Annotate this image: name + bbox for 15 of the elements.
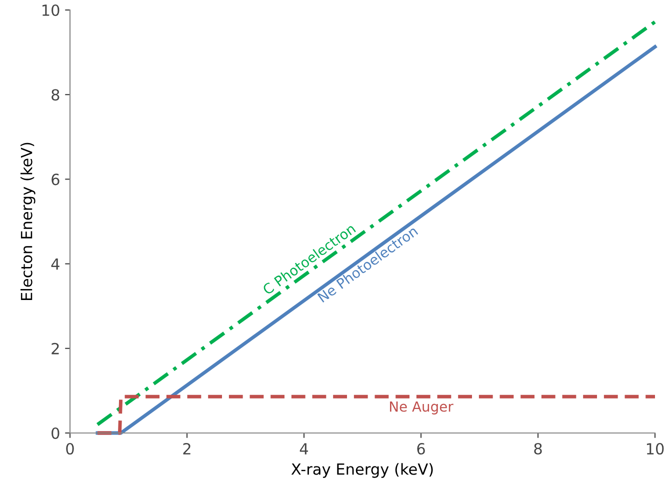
y-tick-label: 2	[52, 342, 59, 354]
x-tick-label: 2	[183, 442, 190, 454]
x-axis-title: X-ray Energy (keV)	[291, 463, 433, 478]
x-tick-label: 8	[534, 442, 542, 455]
x-tick-label: 4	[300, 443, 308, 454]
y-axis-title: Electon Energy (keV)	[20, 142, 36, 300]
y-tick-label: 10	[42, 4, 60, 16]
y-tick-label: 8	[52, 89, 60, 101]
x-tick-label: 10	[646, 442, 664, 455]
y-tick-label: 4	[51, 258, 60, 270]
y-tick-label: 0	[52, 427, 60, 440]
y-tick-label: 6	[52, 174, 60, 186]
x-tick-label: 0	[66, 442, 74, 455]
x-tick-label: 6	[417, 442, 425, 455]
series-label: Ne Auger	[390, 401, 454, 414]
